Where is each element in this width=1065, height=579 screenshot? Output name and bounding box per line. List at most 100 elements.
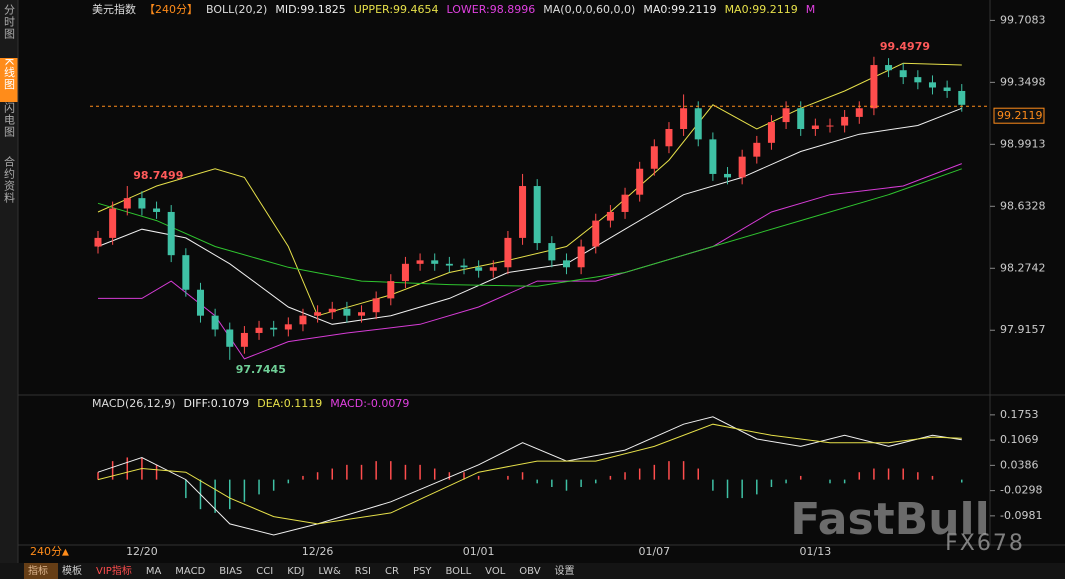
last-price-box xyxy=(993,107,1045,124)
candle-body xyxy=(855,108,863,117)
candle-body xyxy=(109,208,117,238)
candle-body xyxy=(445,263,453,266)
toolbar-item[interactable]: 模板 xyxy=(62,564,82,577)
candle-body xyxy=(826,125,834,127)
candle-body xyxy=(709,139,717,174)
header-item: 美元指数 xyxy=(92,2,136,16)
toolbar-item[interactable]: CR xyxy=(385,566,399,577)
period[interactable]: 240分 xyxy=(30,545,62,558)
candle-body xyxy=(870,65,878,109)
candle-body xyxy=(738,156,746,178)
candle-body xyxy=(167,211,175,256)
candle-body xyxy=(475,267,483,271)
y-tick-label: 0.0386 xyxy=(1000,458,1039,471)
candle-body xyxy=(416,260,424,264)
candle-body xyxy=(153,208,161,212)
header-item: MA0:99.2119 xyxy=(643,3,716,16)
toolbar-item[interactable]: BOLL xyxy=(445,566,471,577)
candle-body xyxy=(431,260,439,264)
header-item: 【240分】 xyxy=(144,3,198,16)
candle-body xyxy=(343,308,351,316)
candle-body xyxy=(811,125,819,129)
candle-body xyxy=(899,70,907,78)
candle-body xyxy=(372,298,380,313)
x-tick-label: 01/07 xyxy=(638,545,670,558)
sidebar xyxy=(0,0,18,563)
candle-body xyxy=(636,168,644,195)
header-item: M xyxy=(806,3,816,16)
toolbar-item[interactable]: VOL xyxy=(485,566,506,577)
header-item: DIFF:0.1079 xyxy=(184,397,250,410)
toolbar-item[interactable]: KDJ xyxy=(287,566,304,577)
candle-body xyxy=(665,128,673,147)
candle-body xyxy=(533,186,541,244)
candle-body xyxy=(94,237,102,247)
toolbar-item[interactable]: OBV xyxy=(519,566,540,577)
candle-body xyxy=(255,327,263,333)
indicator-line xyxy=(97,168,962,287)
y-tick-label: 98.9913 xyxy=(1000,137,1046,150)
candle-body xyxy=(958,90,966,105)
candle-body xyxy=(782,108,790,123)
sidebar-active xyxy=(0,58,18,102)
sidebar-tab[interactable]: 合约资料 xyxy=(3,155,16,204)
indicator-line xyxy=(97,423,962,525)
candle-body xyxy=(358,312,366,316)
candle-body xyxy=(138,198,146,209)
header-item: UPPER:99.4654 xyxy=(354,3,439,16)
candle-body xyxy=(621,194,629,212)
header-item: MACD(26,12,9) xyxy=(92,397,176,410)
candle-body xyxy=(650,146,658,169)
sidebar-tab[interactable]: 闪电图 xyxy=(3,101,16,138)
last-price-label: 99.2119 xyxy=(997,109,1043,122)
candle-body xyxy=(226,329,234,347)
toolbar xyxy=(0,563,1065,579)
extreme-label: 97.7445 xyxy=(236,363,286,376)
header-item: MA(0,0,0,60,0,0) xyxy=(543,3,635,16)
watermark: FastBull xyxy=(790,494,989,545)
toolbar-item[interactable]: MA xyxy=(146,566,162,577)
toolbar-item[interactable]: PSY xyxy=(413,566,432,577)
watermark-sub: FX678 xyxy=(945,531,1025,556)
candle-body xyxy=(694,108,702,140)
toolbar-item[interactable]: RSI xyxy=(355,566,371,577)
y-tick-label: 99.7083 xyxy=(1000,13,1046,26)
header-item: LOWER:98.8996 xyxy=(447,3,536,16)
toolbar-item[interactable]: MACD xyxy=(175,566,205,577)
toolbar-item[interactable]: LW& xyxy=(318,566,341,577)
toolbar-item[interactable]: 设置 xyxy=(555,565,575,577)
toolbar-item[interactable]: VIP指标 xyxy=(96,564,132,577)
candle-body xyxy=(299,315,307,325)
sidebar-tab[interactable]: K线图 xyxy=(3,58,16,90)
candle-body xyxy=(284,324,292,330)
candle-body xyxy=(841,116,849,126)
candle-body xyxy=(797,108,805,129)
header-item: DEA:0.1119 xyxy=(257,397,322,410)
sidebar-tab[interactable]: 分时图 xyxy=(3,4,16,40)
candle-body xyxy=(724,173,732,178)
indicator-line xyxy=(97,62,962,317)
candle-body xyxy=(240,332,248,347)
candle-body xyxy=(211,315,219,330)
toolbar-active xyxy=(24,563,58,579)
candle-body xyxy=(592,220,600,247)
candle-body xyxy=(489,267,497,271)
candle-body xyxy=(182,255,190,290)
extreme-label: 99.4979 xyxy=(880,40,930,53)
candle-body xyxy=(196,289,204,316)
y-tick-label: 98.2742 xyxy=(1000,261,1046,274)
y-tick-label: 0.1069 xyxy=(1000,433,1039,446)
candle-body xyxy=(328,308,336,313)
candle-body xyxy=(767,122,775,143)
candle-body xyxy=(504,237,512,268)
toolbar-item[interactable]: 指标 xyxy=(28,564,48,577)
candle-body xyxy=(270,327,278,330)
y-tick-label: 97.9157 xyxy=(1000,323,1046,336)
toolbar-item[interactable]: BIAS xyxy=(219,566,242,577)
candle-body xyxy=(460,265,468,268)
candle-body xyxy=(577,246,585,268)
header-item: MA0:99.2119 xyxy=(725,3,798,16)
toolbar-item[interactable]: CCI xyxy=(256,566,273,577)
